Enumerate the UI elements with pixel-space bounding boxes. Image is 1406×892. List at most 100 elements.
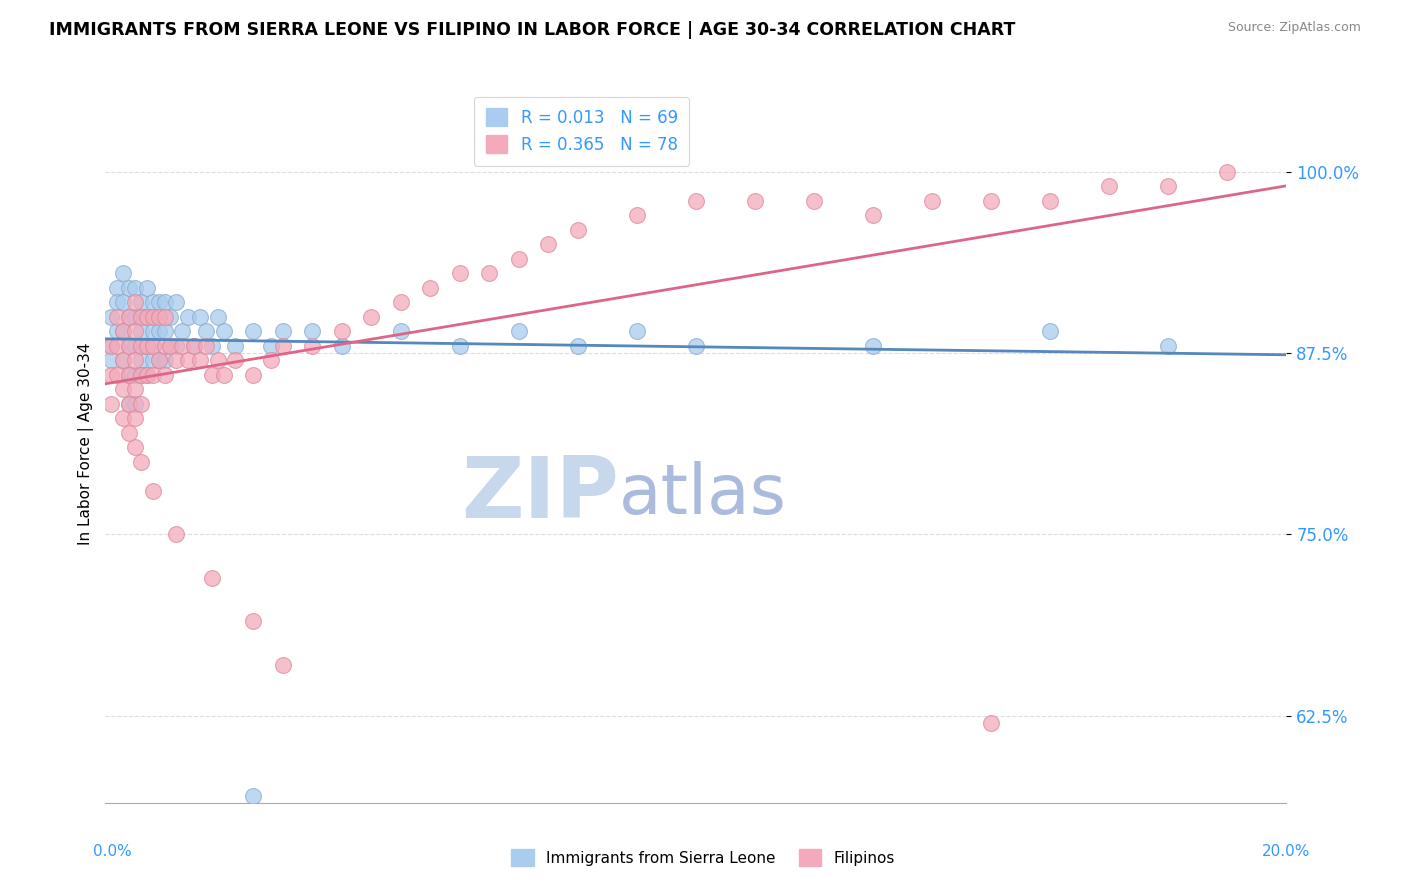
Point: [118, 339, 141, 353]
Point: [124, 281, 146, 295]
Y-axis label: In Labor Force | Age 30-34: In Labor Force | Age 30-34: [79, 343, 94, 545]
Point: [177, 310, 200, 324]
Point: [172, 339, 194, 353]
Point: [135, 368, 157, 382]
Point: [100, 368, 122, 382]
Point: [201, 368, 224, 382]
Point: [508, 324, 530, 338]
Point: [419, 281, 441, 295]
Point: [124, 310, 146, 324]
Point: [124, 339, 146, 353]
Point: [118, 339, 141, 353]
Point: [112, 383, 135, 397]
Point: [153, 310, 176, 324]
Point: [129, 310, 152, 324]
Point: [148, 310, 170, 324]
Point: [112, 411, 135, 425]
Point: [124, 295, 146, 310]
Point: [159, 339, 181, 353]
Point: [124, 324, 146, 338]
Point: [142, 483, 165, 498]
Point: [112, 295, 135, 310]
Point: [1157, 339, 1180, 353]
Point: [148, 324, 170, 338]
Point: [271, 324, 294, 338]
Point: [567, 339, 589, 353]
Point: [129, 295, 152, 310]
Point: [135, 281, 157, 295]
Point: [142, 295, 165, 310]
Point: [271, 339, 294, 353]
Point: [165, 295, 187, 310]
Point: [980, 716, 1002, 731]
Point: [105, 310, 128, 324]
Point: [224, 353, 246, 368]
Point: [100, 353, 122, 368]
Point: [105, 324, 128, 338]
Point: [165, 353, 187, 368]
Point: [118, 425, 141, 440]
Point: [129, 455, 152, 469]
Point: [921, 194, 943, 208]
Point: [124, 368, 146, 382]
Point: [142, 353, 165, 368]
Point: [567, 223, 589, 237]
Point: [212, 324, 235, 338]
Point: [153, 339, 176, 353]
Text: IMMIGRANTS FROM SIERRA LEONE VS FILIPINO IN LABOR FORCE | AGE 30-34 CORRELATION : IMMIGRANTS FROM SIERRA LEONE VS FILIPINO…: [49, 21, 1015, 39]
Point: [159, 339, 181, 353]
Point: [685, 194, 707, 208]
Point: [360, 310, 382, 324]
Point: [148, 353, 170, 368]
Point: [862, 208, 884, 222]
Point: [449, 339, 471, 353]
Point: [100, 397, 122, 411]
Point: [980, 194, 1002, 208]
Point: [124, 397, 146, 411]
Point: [224, 339, 246, 353]
Point: [129, 353, 152, 368]
Point: [242, 615, 264, 629]
Point: [118, 397, 141, 411]
Point: [105, 368, 128, 382]
Point: [862, 339, 884, 353]
Point: [112, 324, 135, 338]
Point: [135, 368, 157, 382]
Point: [153, 295, 176, 310]
Point: [207, 310, 229, 324]
Point: [100, 310, 122, 324]
Point: [1157, 179, 1180, 194]
Point: [135, 310, 157, 324]
Point: [118, 397, 141, 411]
Point: [105, 281, 128, 295]
Point: [537, 237, 560, 252]
Text: 0.0%: 0.0%: [93, 845, 132, 859]
Point: [188, 353, 211, 368]
Point: [165, 339, 187, 353]
Point: [118, 368, 141, 382]
Point: [177, 353, 200, 368]
Text: Source: ZipAtlas.com: Source: ZipAtlas.com: [1227, 21, 1361, 35]
Point: [626, 208, 648, 222]
Point: [744, 194, 766, 208]
Point: [142, 310, 165, 324]
Point: [260, 353, 283, 368]
Point: [260, 339, 283, 353]
Point: [129, 397, 152, 411]
Point: [112, 353, 135, 368]
Point: [301, 324, 323, 338]
Point: [330, 324, 353, 338]
Point: [135, 339, 157, 353]
Legend: R = 0.013   N = 69, R = 0.365   N = 78: R = 0.013 N = 69, R = 0.365 N = 78: [474, 96, 689, 166]
Point: [112, 266, 135, 280]
Point: [685, 339, 707, 353]
Point: [105, 295, 128, 310]
Point: [1216, 165, 1239, 179]
Point: [330, 339, 353, 353]
Point: [478, 266, 501, 280]
Point: [142, 339, 165, 353]
Point: [142, 368, 165, 382]
Text: atlas: atlas: [619, 460, 787, 527]
Text: ZIP: ZIP: [461, 452, 619, 535]
Point: [301, 339, 323, 353]
